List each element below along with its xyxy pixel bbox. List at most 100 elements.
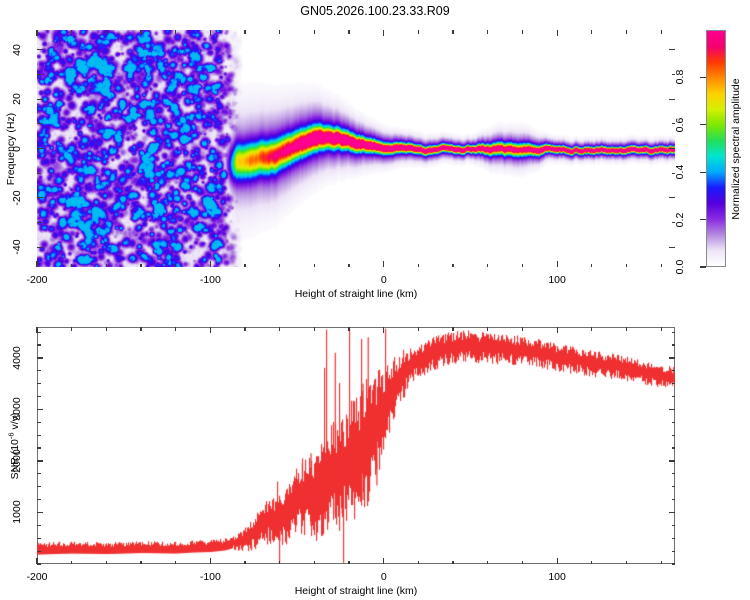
x-minor-tick [521, 327, 524, 331]
x-minor-tick [175, 30, 177, 34]
colorbar-tick-label: 0.4 [674, 164, 686, 180]
snr-trace [37, 327, 675, 564]
y-minor-tick [671, 395, 675, 398]
x-minor-tick [279, 263, 281, 267]
y-major-tick [37, 246, 43, 248]
y-minor-tick [671, 221, 675, 224]
x-minor-tick [71, 263, 73, 267]
x-minor-tick [140, 560, 142, 564]
x-minor-tick [487, 30, 489, 34]
x-minor-tick [625, 560, 628, 564]
x-minor-tick [452, 30, 454, 34]
x-minor-tick [140, 30, 142, 34]
spectrogram-canvas-wrap [37, 30, 675, 267]
colorbar-tick [700, 76, 706, 78]
x-major-tick [383, 327, 385, 333]
x-minor-tick [244, 560, 246, 564]
x-major-tick [209, 261, 211, 267]
x-minor-tick [521, 560, 524, 564]
y-minor-tick [37, 383, 41, 385]
y-minor-tick [671, 331, 675, 333]
snr-y-axis-label: SNR (10-6 v/v) [4, 336, 21, 556]
x-minor-tick [313, 30, 315, 34]
x-minor-tick [487, 560, 489, 564]
x-minor-tick [417, 30, 419, 34]
y-major-tick [669, 511, 675, 514]
y-minor-tick [671, 498, 675, 501]
x-tick-label: -200 [26, 274, 48, 286]
x-minor-tick [625, 263, 628, 267]
x-major-tick [209, 30, 211, 36]
y-minor-tick [671, 550, 675, 552]
x-minor-tick [660, 30, 662, 34]
x-major-tick [556, 558, 558, 564]
x-minor-tick [244, 327, 246, 331]
x-minor-tick [279, 560, 281, 564]
x-minor-tick [417, 327, 419, 331]
spectrogram-y-axis-label: Frequency (Hz) [5, 112, 17, 185]
x-minor-tick [105, 30, 107, 34]
x-minor-tick [175, 560, 177, 564]
x-minor-tick [487, 327, 489, 331]
y-minor-tick [671, 370, 675, 372]
y-minor-tick [37, 370, 41, 372]
y-minor-tick [37, 123, 41, 125]
x-minor-tick [417, 263, 419, 267]
y-major-tick [669, 460, 675, 462]
x-minor-tick [105, 560, 107, 564]
y-major-tick [669, 246, 675, 248]
x-minor-tick [591, 30, 593, 34]
x-minor-tick [521, 30, 524, 34]
x-minor-tick [625, 327, 628, 331]
y-minor-tick [37, 395, 41, 398]
y-minor-tick [671, 344, 675, 346]
x-major-tick [209, 327, 211, 333]
y-major-tick [669, 147, 675, 150]
x-tick-label: -200 [26, 571, 48, 583]
x-major-tick [36, 558, 38, 564]
y-minor-tick [37, 447, 41, 449]
y-minor-tick [37, 550, 41, 552]
x-minor-tick [244, 263, 246, 267]
x-major-tick [556, 327, 558, 333]
x-major-tick [556, 30, 558, 36]
y-major-tick [669, 408, 675, 411]
x-minor-tick [452, 560, 454, 564]
y-minor-tick [37, 344, 41, 346]
y-minor-tick [671, 123, 675, 125]
x-tick-label: 0 [380, 571, 387, 583]
y-major-tick [669, 98, 675, 100]
x-minor-tick [71, 30, 73, 34]
x-tick-label: -100 [199, 274, 221, 286]
colorbar-tick-label: 0.0 [674, 259, 686, 275]
spectrogram-x-axis-label: Height of straight line (km) [294, 288, 418, 300]
y-minor-tick [37, 537, 41, 539]
x-minor-tick [660, 327, 662, 331]
y-major-tick [37, 147, 43, 150]
x-tick-label: 100 [548, 571, 566, 583]
x-minor-tick [348, 263, 350, 267]
y-major-tick [37, 98, 43, 100]
x-minor-tick [417, 560, 419, 564]
x-minor-tick [105, 327, 107, 331]
x-minor-tick [175, 263, 177, 267]
y-minor-tick [37, 498, 41, 501]
y-minor-tick [671, 486, 675, 488]
x-minor-tick [591, 560, 593, 564]
x-minor-tick [244, 30, 246, 34]
x-minor-tick [625, 30, 628, 34]
x-minor-tick [71, 327, 73, 331]
x-minor-tick [279, 327, 281, 331]
y-major-tick [37, 197, 43, 199]
y-major-tick [669, 197, 675, 199]
y-minor-tick [671, 537, 675, 539]
y-minor-tick [37, 563, 41, 565]
y-major-tick [37, 357, 43, 359]
y-minor-tick [671, 563, 675, 565]
y-minor-tick [37, 524, 41, 526]
x-minor-tick [71, 560, 73, 564]
x-minor-tick [452, 263, 454, 267]
x-major-tick [383, 558, 385, 564]
spectrogram-image [37, 30, 675, 267]
y-minor-tick [37, 486, 41, 488]
